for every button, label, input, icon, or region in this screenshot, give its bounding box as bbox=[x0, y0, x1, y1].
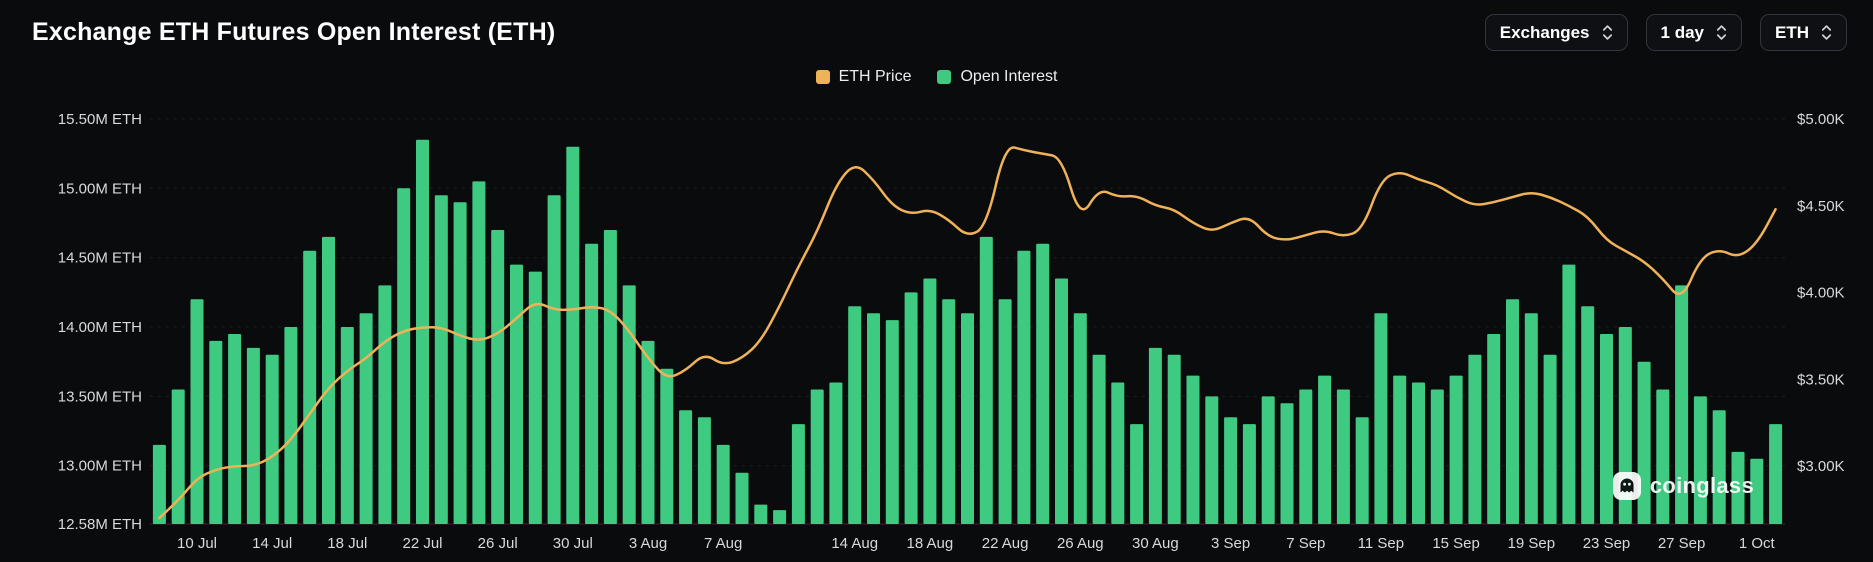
svg-text:18 Aug: 18 Aug bbox=[907, 535, 954, 552]
chevron-updown-icon bbox=[1716, 24, 1727, 40]
legend-label-eth-price: ETH Price bbox=[838, 68, 912, 85]
svg-text:30 Jul: 30 Jul bbox=[553, 535, 593, 552]
svg-text:14 Aug: 14 Aug bbox=[831, 535, 878, 552]
chevron-updown-icon bbox=[1602, 24, 1612, 40]
svg-text:$4.50K: $4.50K bbox=[1797, 198, 1845, 215]
svg-text:1 Oct: 1 Oct bbox=[1739, 535, 1776, 552]
chart-legend: ETH Price Open Interest bbox=[0, 68, 1873, 86]
header: Exchange ETH Futures Open Interest (ETH)… bbox=[0, 0, 1873, 54]
svg-text:27 Sep: 27 Sep bbox=[1658, 535, 1706, 552]
oi-price-chart[interactable]: 15.50M ETH 15.00M ETH 14.50M ETH 14.00M ETH… bbox=[0, 96, 1873, 562]
svg-text:$4.00K: $4.00K bbox=[1797, 285, 1845, 302]
coinglass-watermark-text: coinglass bbox=[1649, 473, 1754, 498]
svg-text:15.00M ETH: 15.00M ETH bbox=[58, 180, 142, 197]
svg-text:3 Aug: 3 Aug bbox=[629, 535, 667, 552]
svg-text:3 Sep: 3 Sep bbox=[1211, 535, 1250, 552]
svg-text:15.50M ETH: 15.50M ETH bbox=[58, 111, 142, 128]
chevron-updown-icon bbox=[1821, 24, 1832, 40]
svg-text:$3.50K: $3.50K bbox=[1797, 371, 1845, 388]
svg-text:13.50M ETH: 13.50M ETH bbox=[58, 388, 142, 405]
svg-text:10 Jul: 10 Jul bbox=[177, 535, 217, 552]
eth-price-swatch bbox=[815, 70, 830, 84]
svg-text:7 Sep: 7 Sep bbox=[1286, 535, 1325, 552]
coinglass-ghost-logo bbox=[1612, 472, 1641, 500]
svg-text:12.58M ETH: 12.58M ETH bbox=[58, 516, 142, 533]
currency-dropdown-label: ETH bbox=[1775, 22, 1809, 42]
coinglass-watermark: coinglass bbox=[1612, 472, 1754, 500]
svg-text:26 Aug: 26 Aug bbox=[1057, 535, 1104, 552]
page-title: Exchange ETH Futures Open Interest (ETH) bbox=[32, 17, 556, 46]
svg-text:18 Jul: 18 Jul bbox=[327, 535, 367, 552]
svg-text:14 Jul: 14 Jul bbox=[252, 535, 292, 552]
svg-text:15 Sep: 15 Sep bbox=[1432, 535, 1480, 552]
chart-controls: Exchanges 1 day ETH bbox=[1484, 13, 1847, 51]
svg-text:26 Jul: 26 Jul bbox=[478, 535, 518, 552]
svg-text:11 Sep: 11 Sep bbox=[1358, 535, 1404, 552]
interval-dropdown[interactable]: 1 day bbox=[1645, 13, 1742, 51]
svg-text:22 Jul: 22 Jul bbox=[402, 535, 442, 552]
interval-dropdown-label: 1 day bbox=[1660, 22, 1704, 42]
chart-area: 15.50M ETH 15.00M ETH 14.50M ETH 14.00M ETH… bbox=[0, 96, 1873, 562]
currency-dropdown[interactable]: ETH bbox=[1760, 13, 1847, 51]
svg-text:7 Aug: 7 Aug bbox=[704, 535, 742, 552]
svg-text:$5.00K: $5.00K bbox=[1797, 111, 1845, 128]
legend-label-open-interest: Open Interest bbox=[960, 68, 1058, 85]
svg-text:13.00M ETH: 13.00M ETH bbox=[58, 458, 142, 475]
svg-text:$3.00K: $3.00K bbox=[1797, 458, 1845, 475]
svg-text:14.00M ETH: 14.00M ETH bbox=[58, 319, 142, 336]
exchanges-dropdown[interactable]: Exchanges bbox=[1484, 13, 1628, 51]
svg-text:22 Aug: 22 Aug bbox=[982, 535, 1029, 552]
legend-item-open-interest[interactable]: Open Interest bbox=[937, 68, 1057, 86]
exchanges-dropdown-label: Exchanges bbox=[1499, 22, 1590, 42]
svg-text:19 Sep: 19 Sep bbox=[1508, 535, 1556, 552]
svg-text:23 Sep: 23 Sep bbox=[1583, 535, 1631, 552]
open-interest-swatch bbox=[937, 70, 952, 84]
legend-item-eth-price[interactable]: ETH Price bbox=[815, 68, 912, 86]
svg-text:30 Aug: 30 Aug bbox=[1132, 535, 1179, 552]
svg-text:14.50M ETH: 14.50M ETH bbox=[58, 250, 142, 267]
